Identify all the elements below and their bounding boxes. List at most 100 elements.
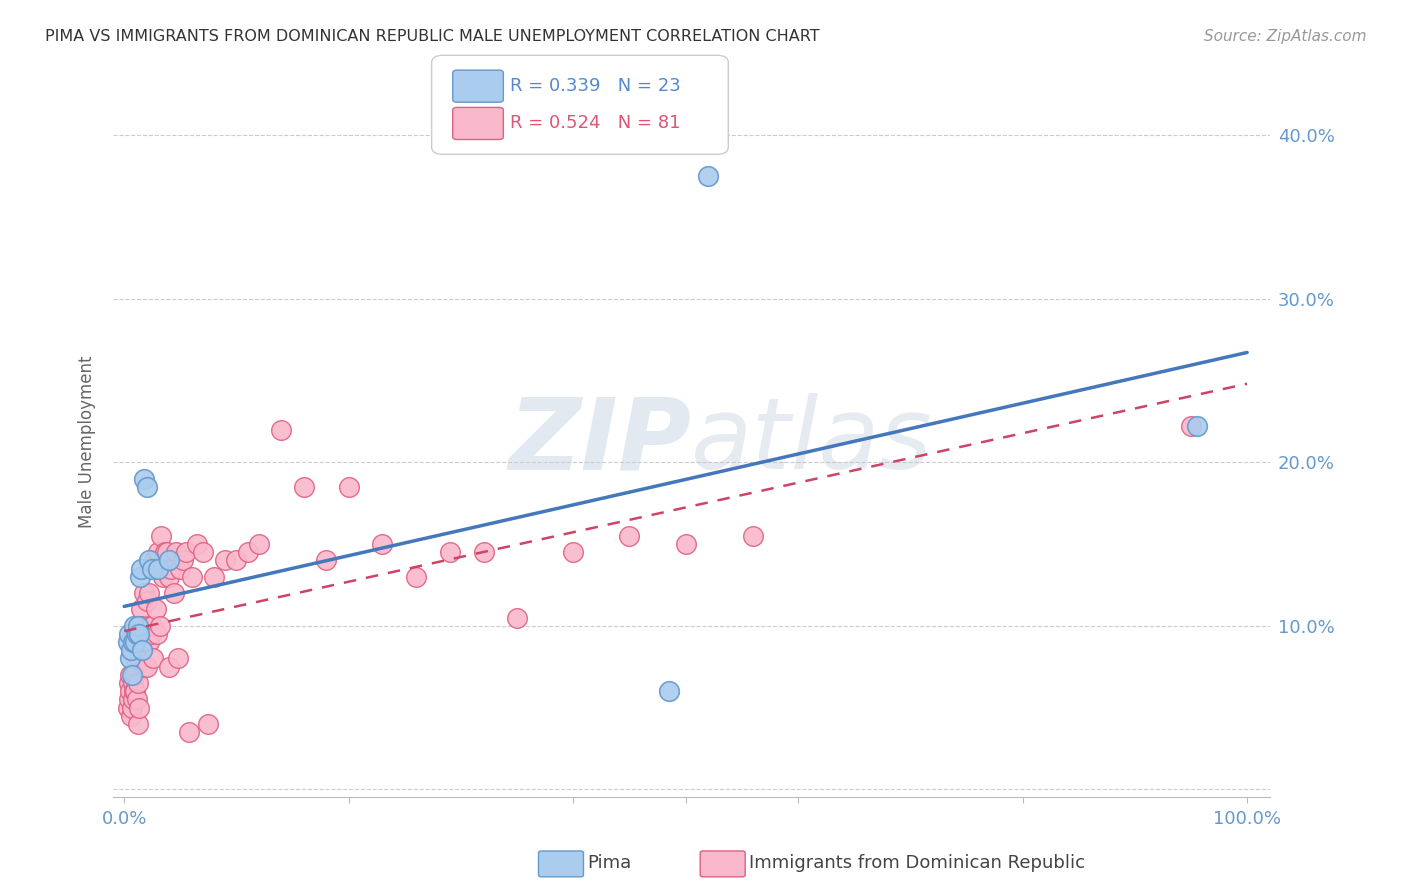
Point [121,700,143,714]
Point [122,684,145,698]
Text: Pima: Pima [588,855,631,872]
Point [122,692,145,706]
Point [162,586,184,600]
Point [129,627,152,641]
Point [150,529,173,543]
Point [136,635,159,649]
Point [124,635,146,649]
Point [160,561,183,575]
Point [128,570,150,584]
Point [225,553,247,567]
Point [141,619,163,633]
Point [236,545,259,559]
Point [337,480,360,494]
Text: R = 0.339   N = 23: R = 0.339 N = 23 [510,78,681,95]
Point [128,700,150,714]
Point [1185,419,1208,434]
Point [118,692,141,706]
Point [124,684,146,698]
Point [472,545,495,559]
Point [138,553,160,567]
Point [157,659,180,673]
Point [131,643,153,657]
Point [506,610,529,624]
Point [145,627,167,641]
Point [125,627,148,641]
Point [138,586,160,600]
Point [135,659,157,673]
Point [122,619,145,633]
Point [180,570,202,584]
Point [132,627,155,641]
Point [149,619,172,633]
Point [165,545,187,559]
Point [128,651,150,665]
Point [129,561,152,575]
Point [167,651,190,665]
Point [127,676,149,690]
Point [118,684,141,698]
Point [191,545,214,559]
Point [153,545,176,559]
Point [118,668,141,682]
Point [131,643,153,657]
Point [146,561,169,575]
Point [139,619,162,633]
Point [169,561,191,575]
Point [134,472,156,486]
Point [315,553,337,567]
Point [202,570,225,584]
Point [156,545,179,559]
Point [128,627,150,641]
Point [157,553,180,567]
Text: PIMA VS IMMIGRANTS FROM DOMINICAN REPUBLIC MALE UNEMPLOYMENT CORRELATION CHART: PIMA VS IMMIGRANTS FROM DOMINICAN REPUBL… [45,29,820,45]
Point [120,643,142,657]
Point [120,708,142,723]
Point [118,627,141,641]
Point [127,717,149,731]
Point [131,619,153,633]
Point [135,480,157,494]
Point [174,545,197,559]
Point [143,553,166,567]
Point [135,594,157,608]
Point [214,553,236,567]
Point [157,570,180,584]
Point [141,561,163,575]
Point [122,635,145,649]
Point [139,627,162,641]
Text: Immigrants from Dominican Republic: Immigrants from Dominican Republic [749,855,1085,872]
Point [118,676,141,690]
Point [619,529,641,543]
Point [172,553,194,567]
Text: R = 0.524   N = 81: R = 0.524 N = 81 [510,114,681,132]
Point [675,537,697,551]
Point [697,169,720,184]
Point [405,570,427,584]
Point [270,423,292,437]
Point [117,635,139,649]
Point [155,561,177,575]
Point [371,537,394,551]
Point [247,537,270,551]
Point [146,553,169,567]
Point [128,643,150,657]
Point [1180,419,1202,434]
Point [150,561,173,575]
Point [179,725,201,739]
Point [146,545,169,559]
Point [134,635,156,649]
Point [121,668,143,682]
Point [142,651,165,665]
Point [658,684,681,698]
Point [117,700,139,714]
Y-axis label: Male Unemployment: Male Unemployment [79,356,96,528]
Point [122,676,145,690]
Point [562,545,585,559]
Point [152,570,174,584]
Point [124,651,146,665]
Point [129,602,152,616]
Text: ZIP: ZIP [508,393,692,491]
Point [439,545,461,559]
Point [292,480,315,494]
